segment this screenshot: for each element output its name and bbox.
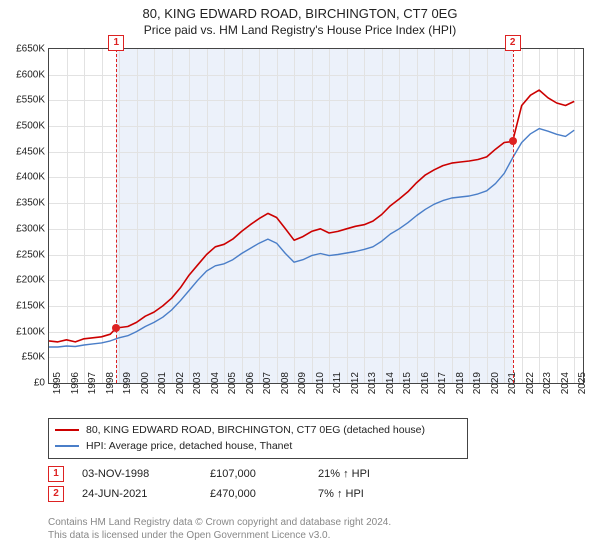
footnote-line1: Contains HM Land Registry data © Crown c… [48,517,391,528]
x-axis-label: 2012 [350,372,361,412]
x-axis-label: 2007 [262,372,273,412]
x-axis-label: 2022 [525,372,536,412]
page: 80, KING EDWARD ROAD, BIRCHINGTON, CT7 0… [0,0,600,560]
x-axis-label: 2024 [560,372,571,412]
y-axis-label: £350K [5,198,45,209]
legend-swatch [55,429,79,431]
y-axis-label: £100K [5,326,45,337]
x-axis-label: 2013 [367,372,378,412]
x-axis-label: 1995 [52,372,63,412]
x-axis-label: 2006 [245,372,256,412]
chart-titles: 80, KING EDWARD ROAD, BIRCHINGTON, CT7 0… [0,0,600,38]
x-axis-label: 2002 [175,372,186,412]
x-axis-label: 2018 [455,372,466,412]
sale-price: £107,000 [210,468,300,480]
chart-svg [49,49,583,383]
sale-diff: 21% ↑ HPI [318,468,408,480]
legend-label: HPI: Average price, detached house, Than… [86,440,292,452]
x-axis-label: 2014 [385,372,396,412]
y-axis-label: £50K [5,352,45,363]
x-axis-label: 2001 [157,372,168,412]
sale-row: 2 24-JUN-2021 £470,000 7% ↑ HPI [48,484,408,504]
sale-index-box: 1 [48,466,64,482]
title-main: 80, KING EDWARD ROAD, BIRCHINGTON, CT7 0… [0,6,600,23]
x-axis-label: 1997 [87,372,98,412]
x-axis-label: 2016 [420,372,431,412]
x-axis-label: 2020 [490,372,501,412]
x-axis-label: 2011 [332,372,343,412]
y-axis-label: £0 [5,378,45,389]
chart-area: £0£50K£100K£150K£200K£250K£300K£350K£400… [48,48,584,384]
x-axis-label: 2008 [280,372,291,412]
sale-marker-box: 1 [108,35,124,51]
x-axis-label: 1998 [105,372,116,412]
legend-label: 80, KING EDWARD ROAD, BIRCHINGTON, CT7 0… [86,424,425,436]
sale-row: 1 03-NOV-1998 £107,000 21% ↑ HPI [48,464,408,484]
y-axis-label: £400K [5,172,45,183]
y-axis-label: £500K [5,121,45,132]
sales-table: 1 03-NOV-1998 £107,000 21% ↑ HPI 2 24-JUN-202… [48,464,408,504]
x-axis-label: 2015 [402,372,413,412]
sale-marker-line [116,49,117,383]
series-line-property [49,90,574,342]
sale-date: 24-JUN-2021 [82,488,192,500]
x-axis-label: 1996 [70,372,81,412]
x-axis-label: 2019 [472,372,483,412]
sale-date: 03-NOV-1998 [82,468,192,480]
sale-marker-box: 2 [505,35,521,51]
legend-swatch [55,445,79,447]
sale-marker-line [513,49,514,383]
y-axis-label: £250K [5,249,45,260]
x-axis-label: 2010 [315,372,326,412]
legend-row: 80, KING EDWARD ROAD, BIRCHINGTON, CT7 0… [55,422,461,438]
y-axis-label: £600K [5,69,45,80]
x-axis-label: 2003 [192,372,203,412]
y-axis-label: £550K [5,95,45,106]
sale-diff: 7% ↑ HPI [318,488,408,500]
x-axis-label: 2017 [437,372,448,412]
sale-index-box: 2 [48,486,64,502]
series-line-hpi [49,129,574,347]
legend-row: HPI: Average price, detached house, Than… [55,438,461,454]
y-axis-label: £300K [5,223,45,234]
y-axis-label: £450K [5,146,45,157]
x-axis-label: 2004 [210,372,221,412]
footnote-line2: This data is licensed under the Open Gov… [48,530,330,541]
y-axis-label: £650K [5,44,45,55]
chart-legend: 80, KING EDWARD ROAD, BIRCHINGTON, CT7 0… [48,418,468,459]
x-axis-label: 2023 [542,372,553,412]
sale-marker-dot [112,324,120,332]
y-axis-label: £200K [5,275,45,286]
x-axis-label: 2025 [577,372,588,412]
footnote: Contains HM Land Registry data © Crown c… [48,516,568,542]
x-axis-label: 2009 [297,372,308,412]
x-axis-label: 2000 [140,372,151,412]
y-axis-label: £150K [5,300,45,311]
x-axis-label: 2005 [227,372,238,412]
sale-marker-dot [509,137,517,145]
sale-price: £470,000 [210,488,300,500]
x-axis-label: 1999 [122,372,133,412]
